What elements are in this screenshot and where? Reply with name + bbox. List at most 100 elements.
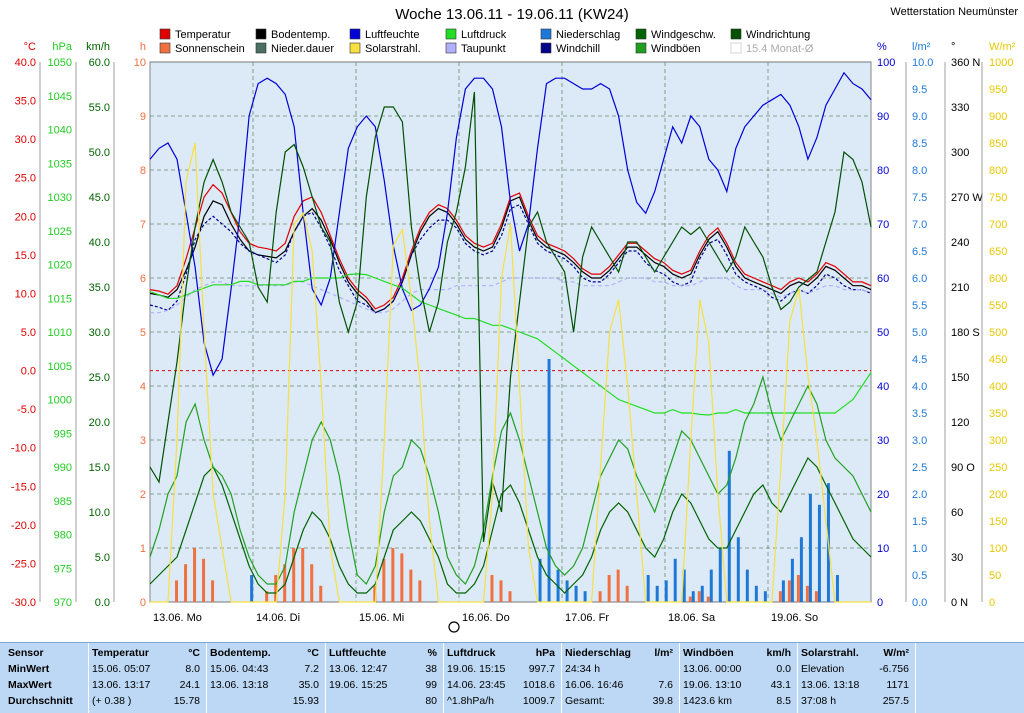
bar-sonnenschein xyxy=(274,575,278,602)
bar-sonnenschein xyxy=(697,591,701,602)
series-line-windgeschw xyxy=(149,456,872,594)
axis-tick-temp: 40.0 xyxy=(15,57,36,69)
axis-tick-pressure: 1030 xyxy=(48,192,72,204)
bar-niederschlag xyxy=(736,537,740,602)
bar-sonnenschein xyxy=(499,580,503,602)
bar-sonnenschein xyxy=(193,548,197,602)
axis-tick-pressure: 1045 xyxy=(48,91,72,103)
series-line-taupunkt xyxy=(150,277,872,314)
axis-tick-wind: 5.0 xyxy=(95,552,110,564)
bar-niederschlag xyxy=(700,585,704,602)
bar-sonnenschein xyxy=(805,585,809,602)
series-line-windchill xyxy=(149,203,872,314)
summary-cell-info: 13.06. 13:18 xyxy=(210,679,269,691)
axis-tick-wind: 15.0 xyxy=(89,462,110,474)
axis-tick-wind: 45.0 xyxy=(89,192,110,204)
summary-column-unit: hPa xyxy=(535,647,555,659)
summary-cell-value: 43.1 xyxy=(770,679,791,691)
bar-niederschlag xyxy=(808,494,812,602)
axis-tick-pressure: 1040 xyxy=(48,125,72,137)
summary-column: Bodentemp. °C 15.06. 04:43 7.2 13.06. 13:18 3… xyxy=(206,643,326,713)
bar-sonnenschein xyxy=(265,591,269,602)
summary-cell-info: 15.06. 04:43 xyxy=(210,663,269,675)
axis-tick-direction: 30 xyxy=(951,552,963,564)
axis-tick-temp: -5.0 xyxy=(17,404,36,416)
weather-chart: 13.06. Mo 14.06. Di 15.06. Mi 16.06. Do 17.0… xyxy=(11,28,1016,633)
summary-cell-value: 38 xyxy=(425,663,437,675)
axis-tick-precip: 1.5 xyxy=(912,516,927,528)
bar-niederschlag xyxy=(538,558,542,602)
summary-cell-value: 24.1 xyxy=(179,679,200,691)
axis-tick-direction: 300 xyxy=(951,147,969,159)
summary-cell-info: 19.06. 13:10 xyxy=(683,679,742,691)
summary-cell-value: 35.0 xyxy=(298,679,319,691)
axis-tick-solar: 450 xyxy=(989,354,1007,366)
axis-tick-precip: 3.0 xyxy=(912,435,927,447)
bar-sonnenschein xyxy=(787,580,791,602)
axis-tick-precip: 4.0 xyxy=(912,381,927,393)
legend-label: Nieder.dauer xyxy=(271,43,334,55)
axis-tick-humidity: 50 xyxy=(877,327,889,339)
axis-tick-pressure: 970 xyxy=(54,597,72,609)
axis-tick-direction: 240 xyxy=(951,237,969,249)
bar-niederschlag xyxy=(583,591,587,602)
summary-cell-info: 15.06. 05:07 xyxy=(92,663,151,675)
axis-unit-solar: W/m² xyxy=(989,41,1016,53)
bar-niederschlag xyxy=(835,575,839,602)
bar-niederschlag xyxy=(547,359,551,602)
legend-label: Luftdruck xyxy=(461,29,507,41)
axis-tick-temp: 0.0 xyxy=(21,366,36,378)
summary-column-title: Windböen xyxy=(683,647,734,659)
series-line-luftdruck xyxy=(149,273,872,416)
axis-tick-solar: 150 xyxy=(989,516,1007,528)
axis-tick-hours: 6 xyxy=(140,273,146,285)
bar-sonnenschein xyxy=(184,564,188,602)
legend-swatch xyxy=(445,42,457,54)
axis-tick-temp: -15.0 xyxy=(11,481,36,493)
legend-label: Windböen xyxy=(651,43,701,55)
summary-column: Niederschlag l/m² 24:34 h 16.06. 16:46 7.6 Ge… xyxy=(561,643,680,713)
legend-swatch xyxy=(159,42,171,54)
legend-swatch xyxy=(159,28,171,40)
bar-sonnenschein xyxy=(202,558,206,602)
axis-tick-pressure: 995 xyxy=(54,428,72,440)
summary-column: Luftdruck hPa 19.06. 15:15 997.7 14.06. 23:4… xyxy=(443,643,562,713)
summary-cell-value: 7.6 xyxy=(658,679,673,691)
bar-niederschlag xyxy=(745,569,749,602)
axis-tick-precip: 2.0 xyxy=(912,489,927,501)
legend-label: Windrichtung xyxy=(746,29,810,41)
bar-sonnenschein xyxy=(175,580,179,602)
x-tick-label: 19.06. So xyxy=(771,612,818,624)
series-line-solarstrahl xyxy=(150,142,871,603)
summary-column: Temperatur °C 15.06. 05:07 8.0 13.06. 13:17 2… xyxy=(88,643,207,713)
summary-column: Solarstrahl. W/m² Elevation -6.756 13.06. 13… xyxy=(797,643,916,713)
bar-sonnenschein xyxy=(625,585,629,602)
axis-tick-temp: -30.0 xyxy=(11,597,36,609)
summary-column-title: Solarstrahl. xyxy=(801,647,859,659)
axis-tick-wind: 40.0 xyxy=(89,237,110,249)
summary-cell-value: 1171 xyxy=(886,679,909,691)
bar-sonnenschein xyxy=(490,575,494,602)
bar-niederschlag xyxy=(655,585,659,602)
axis-tick-solar: 1000 xyxy=(989,57,1013,69)
axis-tick-pressure: 1015 xyxy=(48,293,72,305)
axis-tick-precip: 9.5 xyxy=(912,84,927,96)
axis-tick-humidity: 30 xyxy=(877,435,889,447)
bar-sonnenschein xyxy=(418,580,422,602)
summary-table: Sensor MinWert MaxWert Durchschnitt Temperat… xyxy=(0,642,1024,713)
summary-cell-value: 1018.6 xyxy=(522,679,555,691)
legend-label: Taupunkt xyxy=(461,43,506,55)
bar-sonnenschein xyxy=(373,585,377,602)
axis-tick-humidity: 10 xyxy=(877,543,889,555)
now-marker xyxy=(448,621,460,633)
summary-cell-value: 15.78 xyxy=(173,695,200,707)
series-line-luftfeuchte xyxy=(149,71,872,377)
axis-tick-wind: 25.0 xyxy=(89,372,110,384)
axis-tick-direction: 360 N xyxy=(951,57,980,69)
x-tick-label: 18.06. Sa xyxy=(668,612,716,624)
bar-niederschlag xyxy=(691,591,695,602)
axis-unit-hours: h xyxy=(140,41,146,53)
axis-tick-solar: 400 xyxy=(989,381,1007,393)
axis-tick-wind: 50.0 xyxy=(89,147,110,159)
legend-label: Solarstrahl. xyxy=(365,43,421,55)
